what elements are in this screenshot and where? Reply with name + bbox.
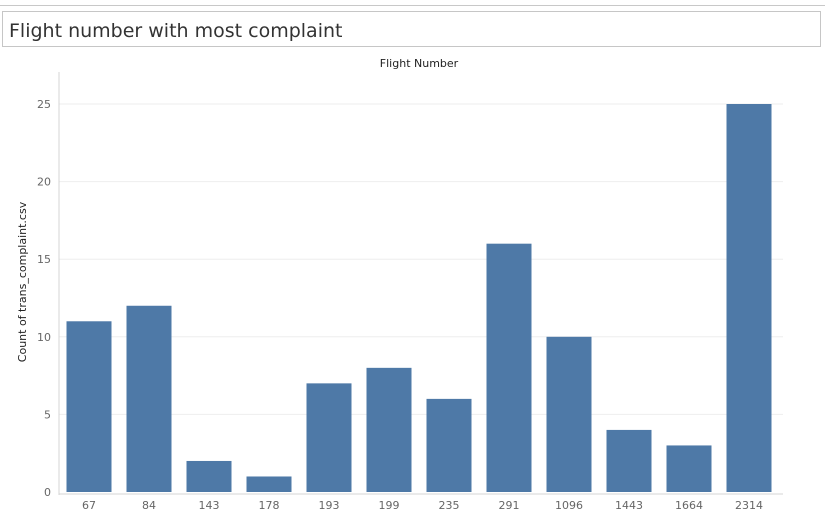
y-tick-labels: 0 5 10 15 20 25 bbox=[37, 98, 51, 499]
x-tick-label: 67 bbox=[82, 499, 96, 512]
y-axis-title: Count of trans_complaint.csv bbox=[16, 201, 29, 362]
bar-84[interactable] bbox=[126, 305, 172, 492]
x-tick-label: 178 bbox=[259, 499, 280, 512]
bar-1443[interactable] bbox=[606, 429, 652, 492]
y-tick-label: 25 bbox=[37, 98, 51, 111]
y-tick-label: 10 bbox=[37, 331, 51, 344]
x-tick-label: 1664 bbox=[675, 499, 703, 512]
page-title: Flight number with most complaint bbox=[9, 20, 343, 42]
bar-67[interactable] bbox=[66, 321, 112, 492]
x-tick-label: 235 bbox=[439, 499, 460, 512]
y-tick-label: 20 bbox=[37, 176, 51, 189]
bar-1664[interactable] bbox=[666, 445, 712, 492]
title-panel: Flight number with most complaint bbox=[2, 11, 821, 47]
bar-1096[interactable] bbox=[546, 336, 592, 492]
column-header: Flight Number bbox=[380, 57, 459, 70]
y-tick-label: 0 bbox=[44, 486, 51, 499]
bar-178[interactable] bbox=[246, 476, 292, 492]
x-tick-labels: 67 84 143 178 193 199 235 291 1096 1443 1664 2314 bbox=[82, 499, 763, 512]
y-tick-label: 15 bbox=[37, 253, 51, 266]
x-tick-label: 291 bbox=[499, 499, 520, 512]
bars bbox=[66, 104, 772, 492]
bar-199[interactable] bbox=[366, 367, 412, 492]
bar-193[interactable] bbox=[306, 383, 352, 492]
bar-235[interactable] bbox=[426, 398, 472, 492]
x-tick-label: 199 bbox=[379, 499, 400, 512]
x-tick-label: 1443 bbox=[615, 499, 643, 512]
x-tick-label: 84 bbox=[142, 499, 156, 512]
x-tick-label: 143 bbox=[199, 499, 220, 512]
x-tick-label: 193 bbox=[319, 499, 340, 512]
x-tick-label: 1096 bbox=[555, 499, 583, 512]
bar-143[interactable] bbox=[186, 460, 232, 492]
bar-291[interactable] bbox=[486, 243, 532, 492]
bar-2314[interactable] bbox=[726, 104, 772, 492]
x-tick-label: 2314 bbox=[735, 499, 763, 512]
top-divider bbox=[0, 5, 825, 6]
y-tick-label: 5 bbox=[44, 408, 51, 421]
grid-lines bbox=[59, 103, 783, 495]
